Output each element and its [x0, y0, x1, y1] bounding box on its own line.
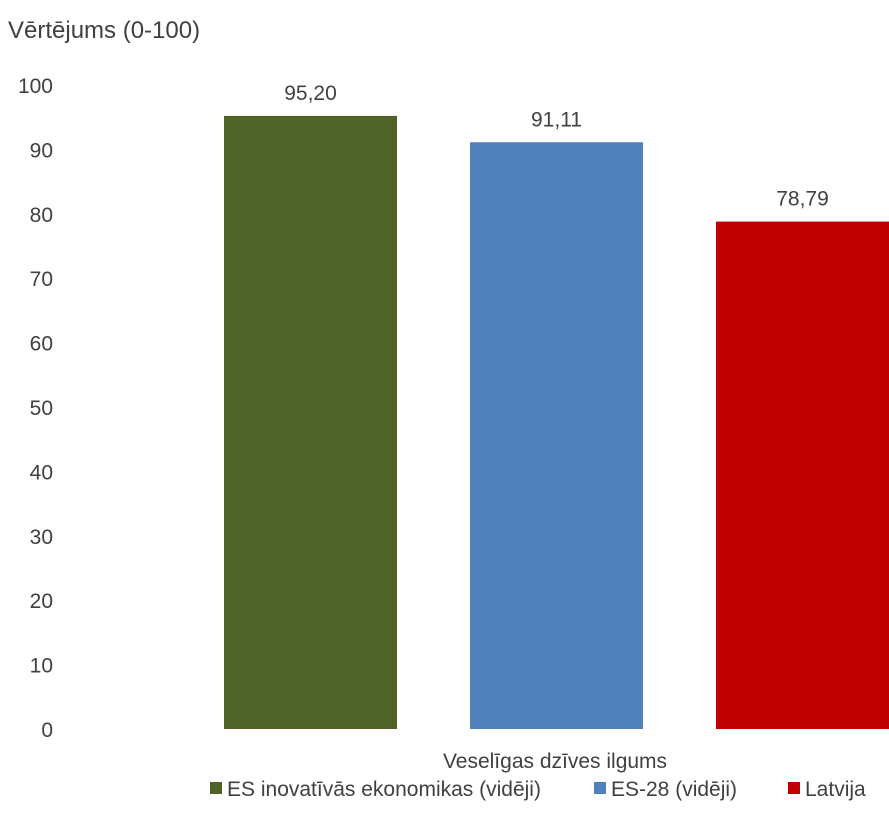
- y-axis-title: Vērtējums (0-100): [8, 17, 200, 44]
- legend: ES inovatīvās ekonomikas (vidēji) ES-28 (…: [210, 778, 866, 801]
- y-tick-label: 10: [30, 655, 53, 678]
- y-tick-label: 60: [30, 333, 53, 356]
- y-tick-label: 90: [30, 139, 53, 162]
- y-tick-label: 100: [18, 75, 53, 98]
- legend-label: ES inovatīvās ekonomikas (vidēji): [227, 778, 541, 801]
- y-tick-label: 80: [30, 204, 53, 227]
- legend-swatch: [210, 782, 222, 794]
- y-tick-label: 20: [30, 590, 53, 613]
- y-tick-label: 50: [30, 397, 53, 420]
- legend-label: Latvija: [805, 778, 866, 801]
- bar-data-label: 78,79: [776, 188, 829, 211]
- legend-swatch: [788, 782, 800, 794]
- legend-label: ES-28 (vidēji): [611, 778, 737, 801]
- x-axis-title: Veselīgas dzīves ilgums: [443, 750, 667, 773]
- y-tick-label: 70: [30, 268, 53, 291]
- y-axis-ticks: 0 10 20 30 40 50 60 70 80 90 100: [18, 75, 53, 742]
- bar-2: [470, 142, 643, 730]
- y-tick-label: 30: [30, 526, 53, 549]
- bar-1: [224, 115, 397, 730]
- bars: [224, 115, 889, 730]
- bar-data-label: 91,11: [531, 108, 582, 131]
- y-tick-label: 0: [41, 719, 53, 742]
- bar-3: [716, 221, 889, 729]
- bar-data-labels: 95,20 91,11 78,79: [284, 82, 829, 211]
- legend-swatch: [594, 782, 606, 794]
- y-tick-label: 40: [30, 461, 53, 484]
- bar-data-label: 95,20: [284, 82, 337, 105]
